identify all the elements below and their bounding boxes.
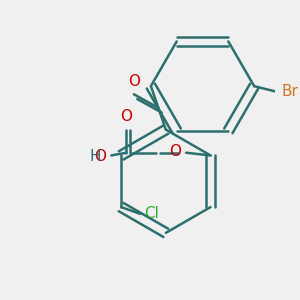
Text: O: O — [169, 144, 181, 159]
Text: Cl: Cl — [144, 206, 159, 221]
Text: O: O — [120, 109, 132, 124]
Text: O: O — [94, 149, 106, 164]
Text: Br: Br — [281, 84, 298, 99]
Text: H: H — [89, 149, 101, 164]
Text: O: O — [128, 74, 140, 89]
